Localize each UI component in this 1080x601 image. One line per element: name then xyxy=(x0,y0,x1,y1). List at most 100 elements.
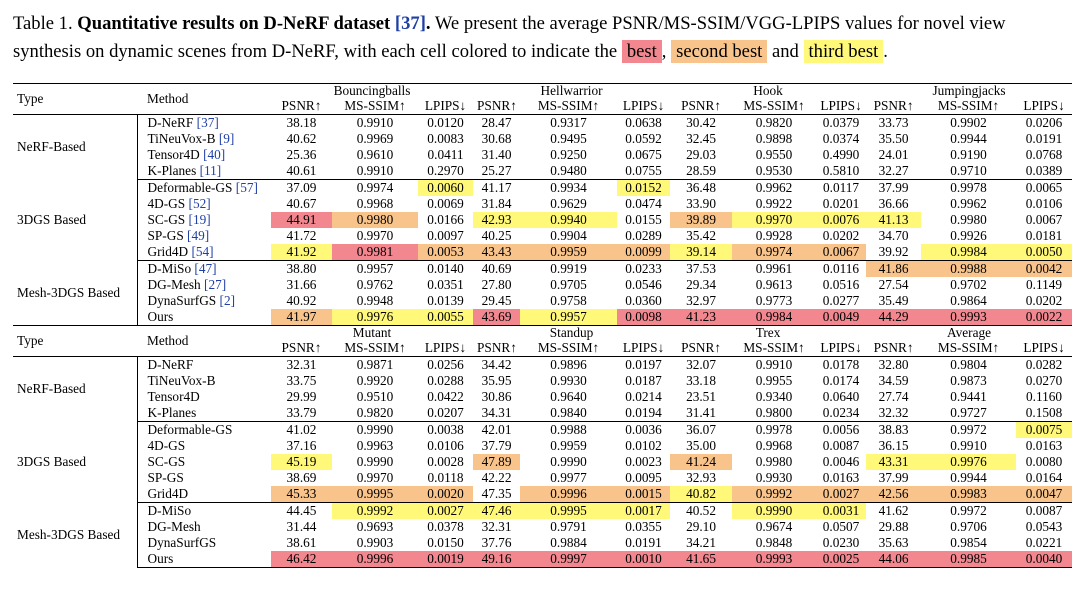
value-cell: 0.9970 xyxy=(356,228,394,243)
method-citation[interactable]: [19] xyxy=(188,212,211,227)
method-name: TiNeuVox-B xyxy=(136,373,271,389)
value-cell: 0.0270 xyxy=(1025,373,1063,388)
value-cell: 0.9190 xyxy=(950,147,987,162)
value-cell: 0.0187 xyxy=(625,373,662,388)
method-citation[interactable]: [2] xyxy=(219,293,236,308)
value-cell: 33.90 xyxy=(686,196,716,211)
value-cell: 0.9884 xyxy=(550,535,587,550)
value-cell: 37.79 xyxy=(481,438,512,453)
value-cell: 30.86 xyxy=(481,389,512,404)
method-citation[interactable]: [52] xyxy=(188,196,211,211)
method-label: Tensor4D xyxy=(147,389,200,404)
value-cell: 0.9317 xyxy=(520,114,618,131)
value-cell: 0.9976 xyxy=(332,309,418,326)
method-citation[interactable]: [27] xyxy=(204,277,227,292)
method-citation[interactable]: [57] xyxy=(235,180,258,195)
value-cell: 39.14 xyxy=(670,244,733,261)
value-cell: 0.9441 xyxy=(950,389,987,404)
metric-header: LPIPS↓ xyxy=(424,98,467,113)
value-cell: 41.86 xyxy=(866,260,922,277)
value-cell: 0.9930 xyxy=(755,470,793,485)
table-row: 4D-GS [52] 40.67 0.9968 0.0069 31.84 0.9629 0.… xyxy=(13,196,1072,212)
value-cell: 0.0230 xyxy=(822,535,860,550)
value-cell: 28.47 xyxy=(473,114,521,131)
group-type: 3DGS Based xyxy=(17,454,87,469)
table-row: Ours 41.97 0.9976 0.0055 43.69 0.9957 0.0098 41… xyxy=(13,309,1073,326)
value-cell: 0.0118 xyxy=(427,470,464,485)
method-label: SC-GS xyxy=(147,454,186,469)
value-cell: 0.0191 xyxy=(1025,131,1063,146)
method-name: DynaSurfGS [2] xyxy=(136,293,271,309)
value-cell: 0.0191 xyxy=(625,535,662,550)
value-cell: 0.9902 xyxy=(921,114,1017,131)
value-cell: 0.0202 xyxy=(822,228,860,243)
value-cell: 0.0374 xyxy=(822,131,860,146)
metric-header: LPIPS↓ xyxy=(622,98,665,113)
value-cell: 25.36 xyxy=(286,147,317,162)
value-cell: 37.99 xyxy=(878,470,909,485)
value-cell: 0.0097 xyxy=(427,228,464,243)
caption-title-citation[interactable]: [37] xyxy=(394,13,426,34)
header-row-metrics: PSNR↑ MS-SSIM↑ LPIPS↓ PSNR↑ MS-SSIM↑ LPIPS↓ PS… xyxy=(13,98,1072,115)
group-type: NeRF-Based xyxy=(13,114,137,180)
value-cell: 37.16 xyxy=(286,438,317,453)
metric-header: LPIPS↓ xyxy=(424,340,467,355)
value-cell: 31.41 xyxy=(686,405,716,420)
value-cell: 0.0076 xyxy=(816,212,867,228)
method-label: D-MiSo xyxy=(147,503,192,518)
value-cell: 0.0288 xyxy=(427,373,464,388)
metric-header: LPIPS↓ xyxy=(820,98,862,113)
scene-header: Trex xyxy=(670,325,867,340)
method-label: Deformable-GS xyxy=(147,180,233,195)
method-name: Grid4D [54] xyxy=(136,244,271,261)
value-cell: 0.9710 xyxy=(950,163,987,178)
method-citation[interactable]: [11] xyxy=(199,163,222,178)
value-cell: 0.0389 xyxy=(1025,163,1063,178)
method-name: D-MiSo xyxy=(136,502,271,519)
value-cell: 32.32 xyxy=(878,405,909,420)
value-cell: 0.0046 xyxy=(822,454,860,469)
value-cell: 34.42 xyxy=(473,356,521,373)
caption-title: Quantitative results on D-NeRF dataset [… xyxy=(77,13,431,34)
value-cell: 0.0166 xyxy=(427,212,464,227)
value-cell: 0.9800 xyxy=(755,405,793,420)
method-label: DG-Mesh xyxy=(147,519,201,534)
value-cell: 0.9977 xyxy=(550,470,587,485)
value-cell: 0.0174 xyxy=(822,373,860,388)
value-cell: 0.9962 xyxy=(732,179,817,196)
value-cell: 0.9961 xyxy=(732,260,817,277)
value-cell: 0.9944 xyxy=(950,131,987,146)
table-row: Ours 46.42 0.9996 0.0019 49.16 0.9997 0.0010 41… xyxy=(13,551,1073,568)
method-citation[interactable]: [47] xyxy=(194,261,217,276)
value-cell: 0.0087 xyxy=(1016,502,1073,519)
value-cell: 30.42 xyxy=(670,114,733,131)
value-cell: 0.0360 xyxy=(625,293,662,308)
method-citation[interactable]: [54] xyxy=(191,244,214,259)
method-label: Ours xyxy=(147,551,174,566)
value-cell: 0.9970 xyxy=(356,470,394,485)
method-citation[interactable]: [37] xyxy=(196,115,219,130)
method-citation[interactable]: [49] xyxy=(187,228,210,243)
value-cell: 0.0080 xyxy=(1025,454,1063,469)
value-cell: 27.80 xyxy=(481,277,512,292)
value-cell: 0.0120 xyxy=(418,114,474,131)
value-cell: 41.65 xyxy=(670,551,733,568)
value-cell: 0.0214 xyxy=(625,389,662,404)
table-row: SP-GS 38.69 0.9970 0.0118 42.22 0.9977 0.0095 3… xyxy=(13,470,1072,486)
value-cell: 0.9820 xyxy=(356,405,394,420)
value-cell: 38.61 xyxy=(286,535,317,550)
value-cell: 0.9978 xyxy=(732,421,817,438)
value-cell: 33.18 xyxy=(686,373,716,388)
scene-header: Jumpingjacks xyxy=(866,83,1073,98)
value-cell: 0.9974 xyxy=(732,244,817,261)
value-cell: 0.9495 xyxy=(550,131,587,146)
value-cell: 0.9940 xyxy=(520,212,618,228)
value-cell: 0.0050 xyxy=(1016,244,1073,261)
value-cell: 0.0038 xyxy=(418,421,474,438)
value-cell: 0.0047 xyxy=(1016,486,1073,503)
method-citation[interactable]: [40] xyxy=(203,147,226,162)
group-type: Mesh-3DGS Based xyxy=(17,284,121,300)
value-cell: 35.63 xyxy=(878,535,909,550)
method-citation[interactable]: [9] xyxy=(218,131,235,146)
value-cell: 0.9992 xyxy=(332,502,418,519)
